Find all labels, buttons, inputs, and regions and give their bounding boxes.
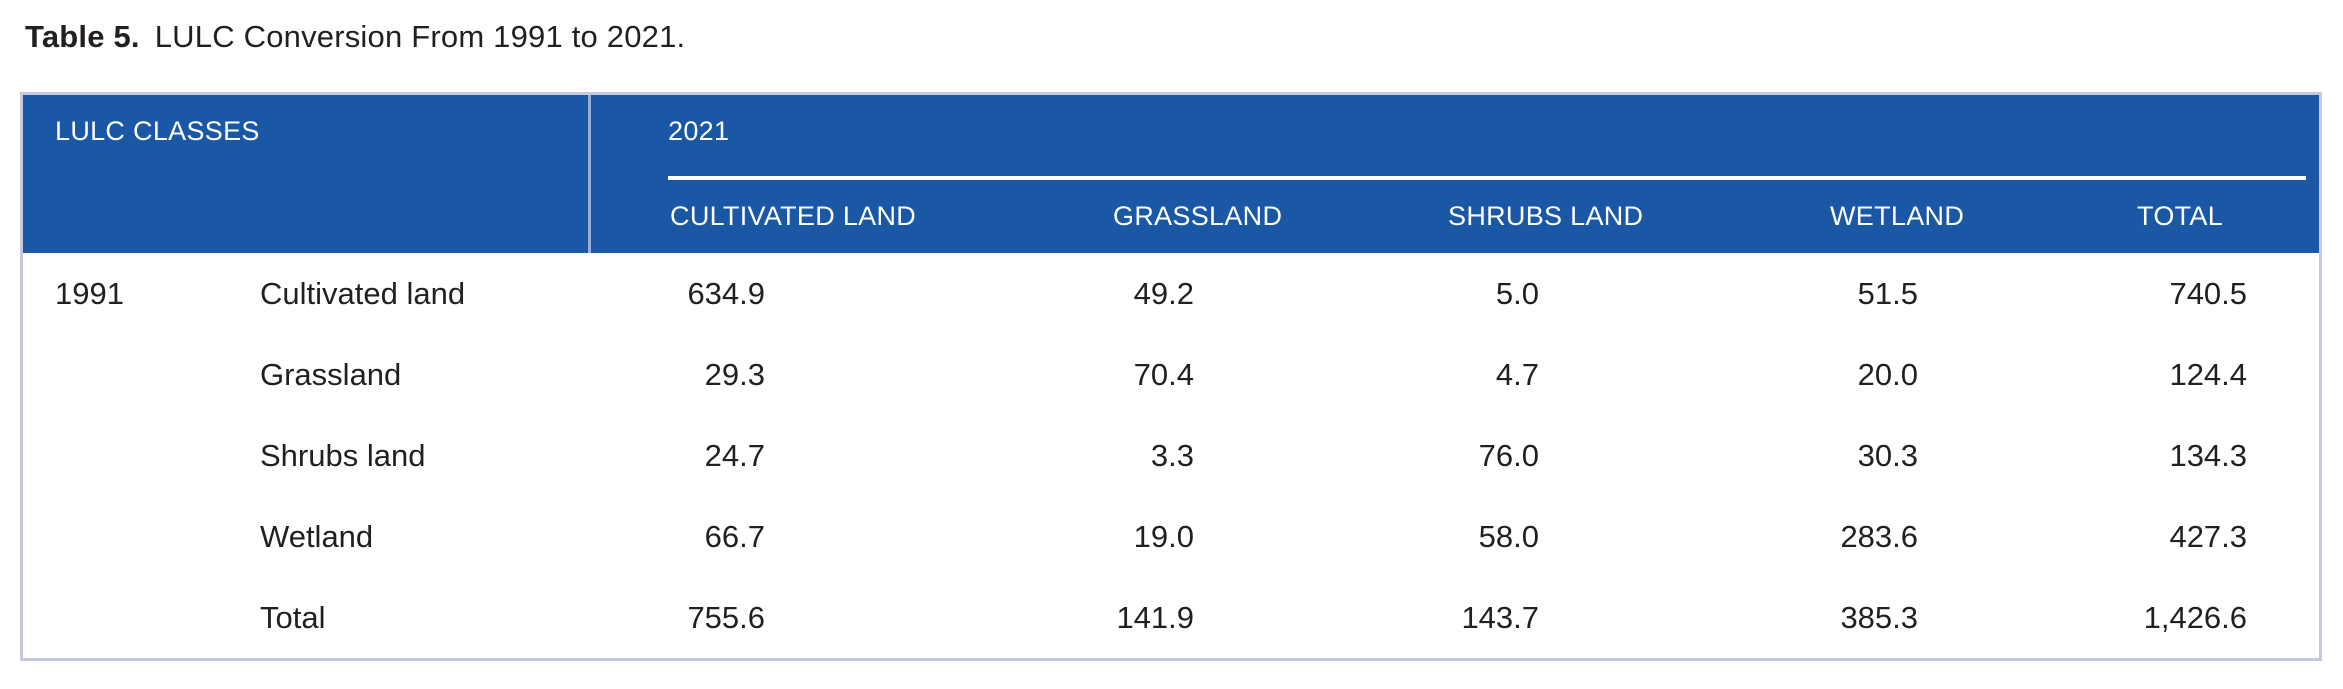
- cell: 124.4: [2088, 334, 2320, 415]
- cell: 66.7: [588, 496, 1024, 577]
- cell: 385.3: [1758, 577, 2089, 658]
- lulc-conversion-table: LULC CLASSES 2021 CULTIVATED LAND GRASSL…: [20, 92, 2322, 661]
- row-label: Total: [248, 577, 589, 658]
- col-header-grassland: GRASSLAND: [1023, 180, 1394, 253]
- cell: 24.7: [588, 415, 1024, 496]
- row-label: Grassland: [248, 334, 589, 415]
- cell: 20.0: [1758, 334, 2089, 415]
- table-row: Shrubs land 24.7 3.3 76.0 30.3 134.3: [23, 415, 2320, 496]
- cell: 1,426.6: [2088, 577, 2320, 658]
- table-caption-text: LULC Conversion From 1991 to 2021.: [154, 19, 686, 54]
- table-caption: Table 5. LULC Conversion From 1991 to 202…: [25, 19, 686, 54]
- row-group-label-1991: 1991: [23, 253, 248, 334]
- cell: 5.0: [1393, 253, 1759, 334]
- cell: 755.6: [588, 577, 1024, 658]
- table-row: Wetland 66.7 19.0 58.0 283.6 427.3: [23, 496, 2320, 577]
- cell: 76.0: [1393, 415, 1759, 496]
- cell: 30.3: [1758, 415, 2089, 496]
- year-group-header-2021: 2021: [588, 95, 2320, 180]
- row-label: Shrubs land: [248, 415, 589, 496]
- cell: 58.0: [1393, 496, 1759, 577]
- row-label: Cultivated land: [248, 253, 589, 334]
- cell: 143.7: [1393, 577, 1759, 658]
- cell: 634.9: [588, 253, 1024, 334]
- cell: 49.2: [1023, 253, 1394, 334]
- data-table: LULC CLASSES 2021 CULTIVATED LAND GRASSL…: [23, 95, 2320, 658]
- cell: 70.4: [1023, 334, 1394, 415]
- cell: 19.0: [1023, 496, 1394, 577]
- cell: 141.9: [1023, 577, 1394, 658]
- table-row: Grassland 29.3 70.4 4.7 20.0 124.4: [23, 334, 2320, 415]
- col-header-cultivated-land: CULTIVATED LAND: [588, 180, 1024, 253]
- table-row: 1991 Cultivated land 634.9 49.2 5.0 51.5…: [23, 253, 2320, 334]
- row-group-spacer: [23, 496, 248, 577]
- cell: 3.3: [1023, 415, 1394, 496]
- header-row-group: LULC CLASSES 2021: [23, 95, 2320, 253]
- cell: 740.5: [2088, 253, 2320, 334]
- row-group-spacer: [23, 334, 248, 415]
- header-row-columns: CULTIVATED LAND GRASSLAND SHRUBS LAND WE…: [23, 180, 2320, 253]
- row-label: Wetland: [248, 496, 589, 577]
- col-header-wetland: WETLAND: [1758, 180, 2089, 253]
- row-group-spacer: [23, 577, 248, 658]
- cell: 427.3: [2088, 496, 2320, 577]
- cell: 29.3: [588, 334, 1024, 415]
- cell: 51.5: [1758, 253, 2089, 334]
- corner-header-lulc-classes: LULC CLASSES: [23, 95, 589, 253]
- cell: 4.7: [1393, 334, 1759, 415]
- cell: 134.3: [2088, 415, 2320, 496]
- cell: 283.6: [1758, 496, 2089, 577]
- table-caption-label: Table 5.: [25, 19, 140, 54]
- row-group-spacer: [23, 415, 248, 496]
- table-row-total: Total 755.6 141.9 143.7 385.3 1,426.6: [23, 577, 2320, 658]
- col-header-total: TOTAL: [2088, 180, 2320, 253]
- col-header-shrubs-land: SHRUBS LAND: [1393, 180, 1759, 253]
